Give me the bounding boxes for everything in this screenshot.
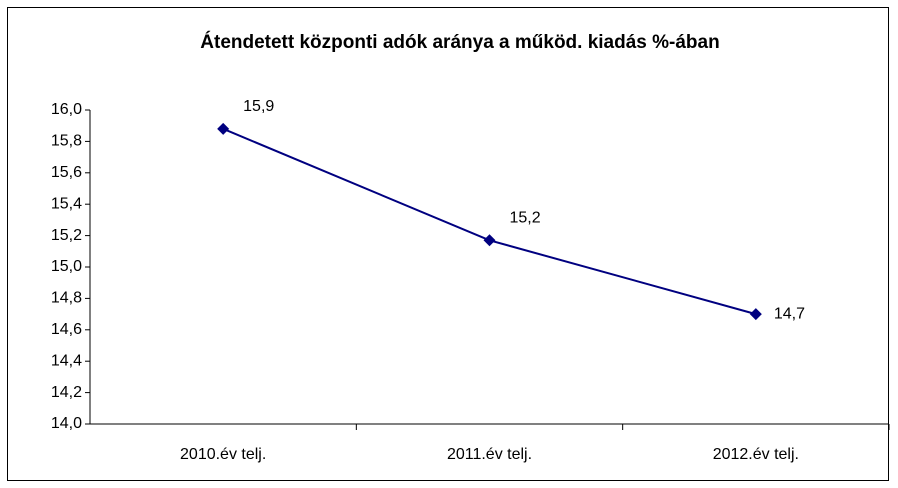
y-tick-label: 15,2 [51, 227, 82, 244]
x-tick-label: 2012.év telj. [713, 446, 799, 463]
y-tick-label: 15,0 [51, 258, 82, 275]
marker [749, 308, 762, 321]
data-label: 15,2 [510, 210, 541, 227]
y-tick-label: 14,6 [51, 321, 82, 338]
chart-border [7, 7, 889, 481]
data-label: 15,9 [243, 98, 274, 115]
y-tick-label: 15,8 [51, 133, 82, 150]
marker [483, 234, 496, 247]
y-tick-label: 14,0 [51, 415, 82, 432]
x-tick-label: 2010.év telj. [180, 446, 266, 463]
chart-title: Átendetett központi adók aránya a működ.… [200, 31, 719, 53]
y-tick-label: 14,8 [51, 290, 82, 307]
y-tick-label: 14,4 [51, 352, 82, 369]
y-tick-label: 16,0 [51, 101, 82, 118]
y-tick-label: 15,6 [51, 164, 82, 181]
marker [217, 122, 230, 135]
x-tick-label: 2011.év telj. [447, 446, 532, 463]
y-tick-label: 14,2 [51, 384, 82, 401]
y-tick-label: 15,4 [51, 195, 82, 212]
data-label: 14,7 [774, 305, 805, 322]
